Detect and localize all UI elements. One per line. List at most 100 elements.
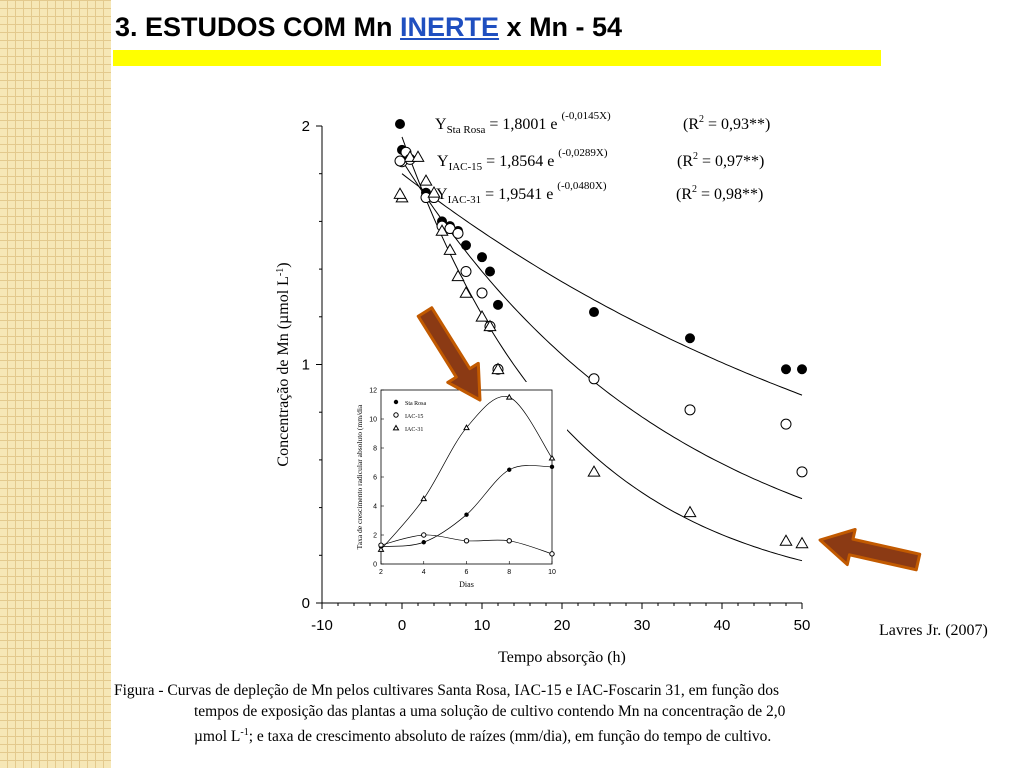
x-tick-label: 30 — [634, 617, 651, 634]
x-tick-label: 20 — [554, 617, 571, 634]
data-point — [795, 536, 809, 549]
r-squared: (R2 = 0,97**) — [677, 151, 764, 170]
inset-data-point — [549, 464, 555, 470]
data-point — [460, 265, 472, 277]
r-squared: (R2 = 0,98**) — [676, 184, 763, 203]
data-point — [491, 362, 505, 375]
arrows — [416, 306, 922, 572]
inset-data-point — [505, 393, 513, 400]
inset-legend-label: Sta Rosa — [405, 401, 427, 407]
inset-data-point — [549, 551, 555, 557]
equation-iac-31: YIAC-31 = 1,9541 e (-0,0480X) — [436, 180, 607, 206]
data-point — [781, 364, 791, 375]
arrow-to-iac31 — [818, 527, 922, 572]
inset-data-point — [377, 545, 385, 552]
inset-y-tick-label: 12 — [369, 388, 377, 395]
inset-data-point — [421, 540, 426, 545]
main-curves — [401, 136, 803, 562]
x-tick-label: 0 — [398, 617, 406, 634]
data-point — [411, 150, 425, 162]
data-point — [587, 465, 601, 477]
data-point — [476, 287, 488, 299]
inset-legend-marker — [392, 424, 400, 431]
inset-data-point — [506, 538, 512, 544]
x-axis-label: Tempo absorção (h) — [498, 649, 626, 666]
equation-sta-rosa: YSta Rosa = 1,8001 e (-0,0145X) — [435, 110, 611, 136]
inset-background — [345, 382, 567, 594]
data-point — [459, 286, 473, 298]
arrow-to-inset — [416, 306, 482, 402]
fit-curve-iac-31 — [401, 136, 803, 562]
inset-y-tick-label: 4 — [373, 504, 377, 511]
data-point — [444, 223, 456, 235]
x-tick-label: 10 — [474, 617, 491, 634]
inset-x-axis-label: Dias — [459, 580, 474, 589]
inset-data-point — [421, 532, 427, 538]
data-point — [443, 243, 457, 255]
main-points — [395, 144, 809, 549]
data-point — [475, 310, 489, 322]
data-point — [796, 466, 808, 478]
inset-data-point — [463, 538, 470, 544]
y-tick-label: 0 — [302, 595, 310, 612]
data-point — [683, 505, 697, 518]
source-credit: Lavres Jr. (2007) — [879, 622, 988, 639]
inset-x-tick-label: 6 — [465, 569, 469, 576]
data-point — [452, 227, 464, 239]
inset-y-tick-label: 6 — [373, 475, 377, 482]
data-point — [797, 364, 807, 375]
legend-marker — [395, 119, 405, 129]
inset-data-point — [420, 495, 428, 502]
inset-data-point — [548, 454, 556, 461]
inset-legend-marker — [393, 399, 399, 405]
inset-x-tick-label: 8 — [507, 569, 511, 576]
data-point — [589, 307, 599, 318]
inset-x-tick-label: 10 — [548, 569, 556, 576]
x-tick-label: 40 — [714, 617, 731, 634]
data-point — [493, 299, 503, 310]
inset-data-point — [463, 424, 470, 431]
legend-marker — [394, 155, 406, 167]
decorative-sidebar — [0, 0, 111, 768]
data-point — [485, 266, 495, 277]
inset-data-point — [507, 467, 512, 472]
data-point — [427, 186, 441, 198]
inset-y-tick-label: 0 — [373, 562, 377, 569]
data-point — [435, 224, 449, 236]
data-point — [684, 404, 696, 416]
fit-curve-iac-15 — [401, 159, 803, 500]
r-squared: (R2 = 0,93**) — [683, 114, 770, 133]
main-equations: YSta Rosa = 1,8001 e (-0,0145X) (R2 = 0,9… — [393, 110, 770, 206]
equation-iac-15: YIAC-15 = 1,8564 e (-0,0289X) — [437, 147, 608, 173]
data-point — [588, 373, 600, 385]
data-point — [419, 174, 433, 186]
data-point — [477, 252, 487, 263]
fit-curve-sta-rosa — [401, 173, 803, 396]
slide-title: 3. ESTUDOS COM Mn INERTE x Mn - 54 — [115, 12, 623, 42]
caption-line-1: Figura - Curvas de depleção de Mn pelos … — [114, 682, 780, 699]
inset-y-tick-label: 10 — [369, 417, 377, 424]
x-tick-label: 50 — [794, 617, 811, 634]
data-point — [685, 333, 695, 344]
inset-data-point — [464, 512, 469, 517]
y-axis-label: Concentração de Mn (µmol L-1) — [275, 262, 293, 466]
data-point — [451, 269, 465, 282]
inset-legend-marker — [393, 412, 399, 418]
inset-legend-label: IAC-15 — [405, 414, 423, 420]
inset-legend-label: IAC-31 — [405, 427, 423, 433]
inset-x-tick-label: 4 — [422, 569, 426, 576]
data-point — [403, 150, 417, 162]
y-tick-label: 2 — [302, 118, 310, 135]
caption-line-2: tempos de exposição das plantas a uma so… — [194, 703, 786, 746]
title-underline-bar — [113, 50, 881, 66]
inset-y-tick-label: 2 — [373, 533, 377, 540]
figure-caption: Figura - Curvas de depleção de Mn pelos … — [114, 680, 986, 747]
legend-marker — [393, 187, 407, 199]
inset-y-tick-label: 8 — [373, 446, 377, 453]
y-tick-label: 1 — [302, 357, 310, 374]
data-point — [779, 534, 793, 546]
inset-y-axis-label: Taxa de crescimento radicular absoluto (… — [355, 404, 364, 549]
